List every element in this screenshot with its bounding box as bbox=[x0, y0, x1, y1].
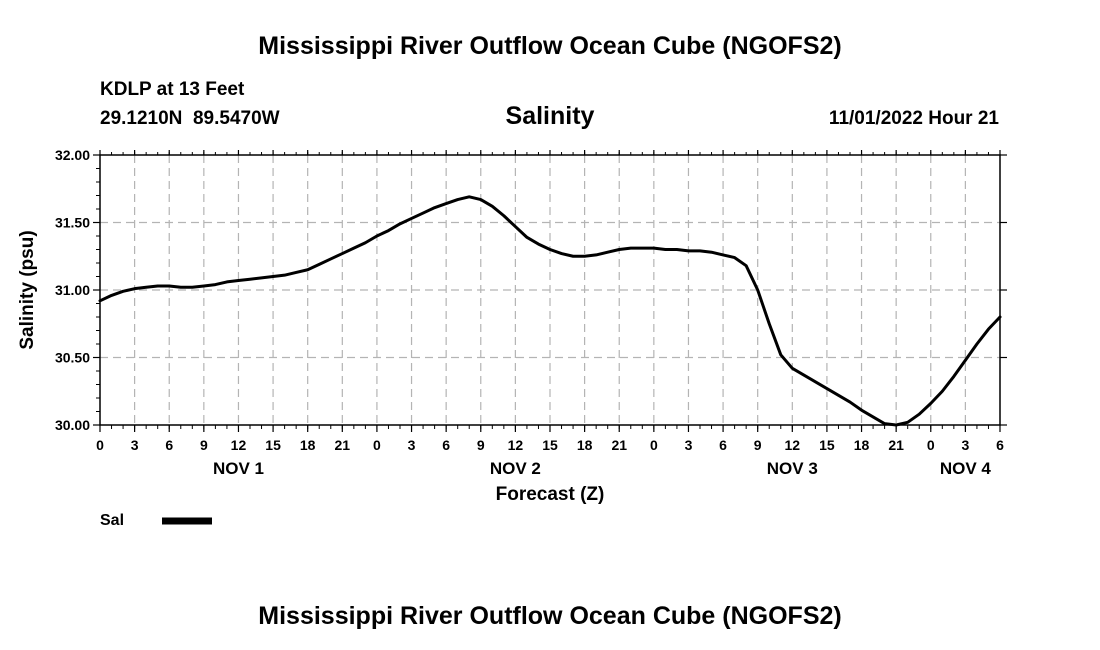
chart-subtitle: Salinity bbox=[506, 102, 595, 130]
x-tick-label: 3 bbox=[408, 437, 416, 453]
y-axis-label: Salinity (psu) bbox=[17, 230, 38, 349]
x-tick-label: 6 bbox=[719, 437, 727, 453]
x-tick-label: 6 bbox=[165, 437, 173, 453]
x-tick-label: 6 bbox=[442, 437, 450, 453]
x-tick-label: 21 bbox=[611, 437, 627, 453]
x-tick-label: 21 bbox=[335, 437, 351, 453]
x-tick-label: 12 bbox=[508, 437, 524, 453]
day-label: NOV 2 bbox=[490, 459, 541, 478]
x-tick-label: 0 bbox=[373, 437, 381, 453]
chart-title: Mississippi River Outflow Ocean Cube (NG… bbox=[258, 32, 841, 60]
x-tick-label: 9 bbox=[477, 437, 485, 453]
y-tick-labels: 30.00 30.50 31.00 31.50 32.00 bbox=[55, 147, 90, 433]
y-tick-label: 30.00 bbox=[55, 417, 90, 433]
grid-lines bbox=[100, 155, 1000, 425]
x-tick-label: 0 bbox=[650, 437, 658, 453]
y-tick-label: 32.00 bbox=[55, 147, 90, 163]
x-tick-label: 12 bbox=[231, 437, 247, 453]
x-tick-label: 15 bbox=[542, 437, 558, 453]
legend-label: Sal bbox=[100, 512, 124, 529]
x-tick-label: 18 bbox=[854, 437, 870, 453]
x-tick-labels: 0 3 6 9 12 15 18 21 0 3 6 9 12 15 18 21 0 3 6 9 12 15 18 21 0 3 6 bbox=[96, 437, 1004, 453]
x-tick-label: 9 bbox=[200, 437, 208, 453]
x-tick-label: 3 bbox=[961, 437, 969, 453]
x-tick-label: 3 bbox=[685, 437, 693, 453]
day-label: NOV 1 bbox=[213, 459, 264, 478]
x-tick-label: 12 bbox=[785, 437, 801, 453]
series-line-sal bbox=[98, 195, 1002, 427]
x-tick-label: 0 bbox=[927, 437, 935, 453]
x-tick-label: 21 bbox=[888, 437, 904, 453]
x-tick-label: 3 bbox=[131, 437, 139, 453]
x-tick-label: 18 bbox=[577, 437, 593, 453]
day-label: NOV 4 bbox=[940, 459, 992, 478]
x-tick-label: 6 bbox=[996, 437, 1004, 453]
timestamp-label: 11/01/2022 Hour 21 bbox=[829, 108, 999, 129]
x-tick-label: 0 bbox=[96, 437, 104, 453]
plot-frame bbox=[99, 154, 1001, 426]
day-label: NOV 3 bbox=[767, 459, 818, 478]
coordinates-label: 29.1210N 89.5470W bbox=[100, 108, 280, 129]
x-tick-label: 15 bbox=[819, 437, 835, 453]
station-label: KDLP at 13 Feet bbox=[100, 79, 245, 100]
y-tick-label: 31.50 bbox=[55, 215, 90, 231]
x-tick-label: 18 bbox=[300, 437, 316, 453]
footer-title: Mississippi River Outflow Ocean Cube (NG… bbox=[258, 602, 841, 630]
y-tick-label: 30.50 bbox=[55, 350, 90, 366]
x-tick-label: 15 bbox=[265, 437, 281, 453]
y-tick-label: 31.00 bbox=[55, 282, 90, 298]
day-labels: NOV 1 NOV 2 NOV 3 NOV 4 bbox=[213, 459, 991, 478]
legend: Sal bbox=[100, 512, 212, 529]
x-axis-label: Forecast (Z) bbox=[496, 484, 605, 505]
series-layer bbox=[98, 195, 1002, 427]
x-tick-label: 9 bbox=[754, 437, 762, 453]
